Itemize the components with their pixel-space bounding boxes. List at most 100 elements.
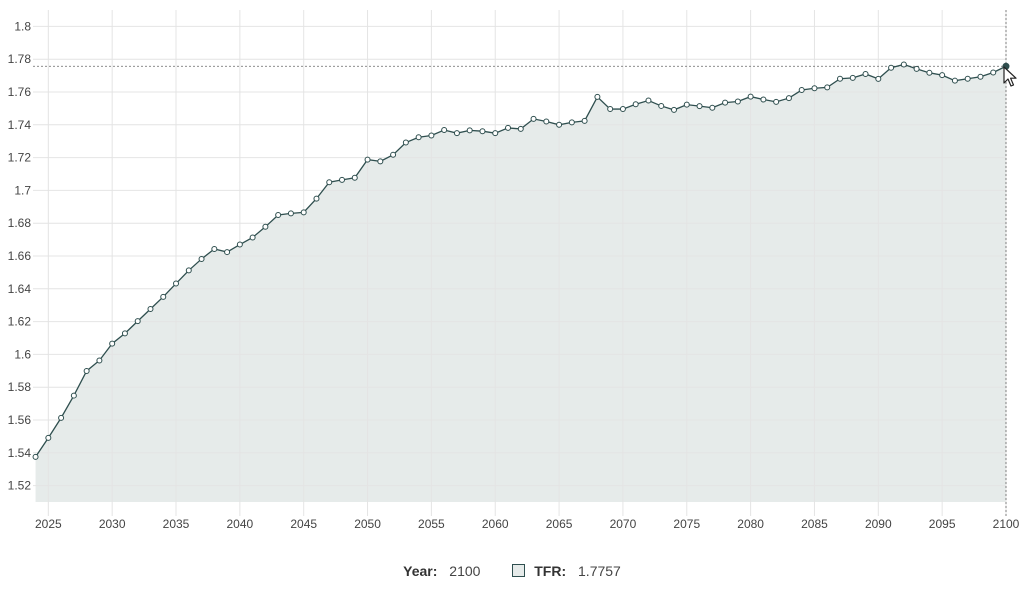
tfr-label: TFR: — [534, 563, 567, 579]
x-tick-label: 2085 — [801, 517, 828, 531]
data-point — [275, 212, 282, 218]
data-point — [236, 241, 243, 248]
data-point — [671, 106, 678, 113]
year-label: Year: — [403, 563, 438, 579]
data-point — [109, 340, 116, 347]
data-point — [453, 130, 460, 137]
data-point — [160, 293, 167, 300]
x-tick-label: 2045 — [290, 517, 317, 531]
data-point — [747, 93, 754, 100]
data-point — [862, 70, 869, 77]
series-swatch-icon — [512, 564, 526, 577]
data-point — [300, 209, 307, 216]
data-point — [45, 434, 52, 441]
year-value: 2100 — [449, 563, 481, 579]
x-tick-label: 2050 — [354, 517, 381, 531]
x-tick-label: 2095 — [929, 517, 956, 531]
y-tick-label: 1.54 — [8, 446, 32, 460]
data-point — [32, 453, 39, 460]
data-point — [58, 414, 65, 421]
data-point — [785, 95, 792, 102]
y-tick-label: 1.74 — [8, 118, 32, 132]
x-tick-label: 2065 — [546, 517, 573, 531]
data-point — [390, 151, 397, 158]
data-point — [734, 98, 741, 105]
y-tick-label: 1.68 — [8, 216, 32, 230]
data-point — [173, 280, 180, 287]
data-point — [977, 73, 984, 80]
data-point — [619, 106, 626, 113]
data-point — [326, 179, 333, 186]
data-point — [913, 65, 920, 72]
y-tick-label: 1.62 — [8, 315, 32, 329]
data-point — [543, 118, 550, 125]
data-point — [658, 102, 665, 109]
tfr-area-chart[interactable]: 1.52 1.54 1.56 1.58 1.6 1.62 1.64 1.66 1.68 1.7 1.… — [0, 0, 1024, 545]
tfr-value: 1.7757 — [578, 563, 621, 579]
data-point — [441, 127, 448, 134]
y-tick-label: 1.52 — [8, 479, 32, 493]
y-tick-label: 1.6 — [14, 347, 31, 361]
data-point — [760, 96, 767, 103]
data-point — [939, 72, 946, 79]
data-point — [121, 330, 128, 337]
data-point — [377, 158, 384, 165]
data-point — [645, 97, 652, 104]
y-tick-label: 1.7 — [14, 183, 31, 197]
y-tick-label: 1.76 — [8, 85, 32, 99]
data-point — [313, 195, 320, 202]
data-point — [262, 223, 269, 230]
data-point — [811, 85, 818, 92]
data-point — [683, 101, 690, 108]
data-point — [696, 103, 703, 110]
data-point — [96, 357, 103, 364]
x-tick-label: 2035 — [163, 517, 190, 531]
year-readout: Year: 2100 — [403, 563, 480, 579]
x-tick-label: 2075 — [673, 517, 700, 531]
data-point — [492, 130, 499, 137]
data-point — [466, 127, 473, 134]
data-point — [249, 234, 256, 241]
data-point — [339, 176, 346, 183]
y-tick-label: 1.58 — [8, 380, 32, 394]
chart-area[interactable]: 1.52 1.54 1.56 1.58 1.6 1.62 1.64 1.66 1.68 1.7 1.… — [0, 0, 1024, 545]
y-tick-label: 1.8 — [14, 19, 31, 33]
x-tick-label: 2100 — [993, 517, 1020, 531]
data-point — [837, 75, 844, 82]
data-point — [900, 61, 907, 68]
pointer-cursor-icon — [1003, 66, 1017, 93]
data-point — [198, 255, 205, 262]
data-point — [517, 125, 524, 132]
x-tick-label: 2030 — [99, 517, 126, 531]
data-point — [402, 139, 409, 146]
area-fill — [35, 64, 1006, 502]
data-point — [428, 132, 435, 139]
data-point — [351, 174, 358, 181]
data-point — [556, 121, 563, 128]
x-tick-label: 2070 — [610, 517, 637, 531]
data-point — [773, 98, 780, 105]
y-tick-label: 1.64 — [8, 282, 32, 296]
tfr-readout: TFR: 1.7757 — [512, 563, 621, 579]
data-point — [479, 128, 486, 135]
data-point — [134, 318, 141, 325]
y-tick-label: 1.72 — [8, 151, 32, 165]
x-tick-label: 2055 — [418, 517, 445, 531]
data-point — [709, 104, 716, 111]
data-point — [224, 249, 231, 256]
data-point — [824, 84, 831, 91]
data-point — [415, 134, 422, 141]
data-point — [594, 93, 601, 100]
data-point — [364, 156, 371, 163]
data-point — [185, 267, 192, 274]
data-point — [70, 392, 77, 399]
x-tick-label: 2040 — [227, 517, 254, 531]
x-tick-label: 2060 — [482, 517, 509, 531]
data-point — [147, 305, 154, 312]
x-tick-label: 2090 — [865, 517, 892, 531]
data-point — [990, 69, 997, 76]
data-point — [505, 124, 512, 131]
data-point — [632, 101, 639, 108]
data-point — [211, 245, 218, 252]
data-point — [722, 99, 729, 106]
